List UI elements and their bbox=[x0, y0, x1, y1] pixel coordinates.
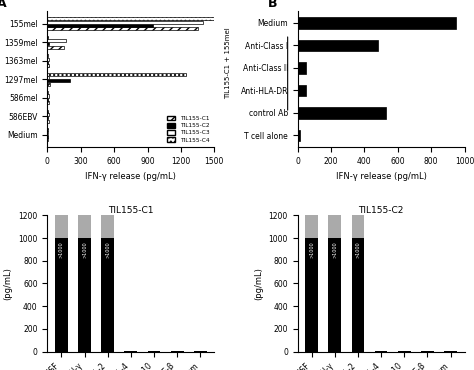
Bar bbox=[147, 351, 160, 352]
Text: >1000: >1000 bbox=[332, 242, 337, 259]
Bar bbox=[421, 351, 434, 352]
Bar bbox=[101, 238, 114, 352]
Bar bbox=[47, 57, 48, 61]
Bar bbox=[47, 79, 70, 83]
Bar bbox=[47, 116, 48, 119]
Bar bbox=[125, 351, 137, 352]
Y-axis label: (pg/mL): (pg/mL) bbox=[254, 267, 263, 300]
Legend: TIL155-C1, TIL155-C2, TIL155-C3, TIL155-C4: TIL155-C1, TIL155-C2, TIL155-C3, TIL155-… bbox=[165, 114, 211, 144]
Bar bbox=[47, 110, 48, 112]
Text: B: B bbox=[268, 0, 277, 10]
Bar bbox=[298, 130, 300, 141]
Bar bbox=[328, 215, 341, 238]
X-axis label: IFN-γ release (pg/mL): IFN-γ release (pg/mL) bbox=[85, 172, 176, 181]
Bar bbox=[47, 73, 186, 76]
Bar bbox=[352, 215, 365, 238]
Bar bbox=[298, 17, 456, 28]
Bar bbox=[47, 138, 48, 141]
Bar bbox=[55, 215, 68, 238]
Bar bbox=[47, 98, 48, 101]
Bar bbox=[47, 94, 48, 98]
Bar bbox=[47, 27, 198, 30]
Bar bbox=[298, 40, 378, 51]
Bar bbox=[47, 128, 48, 131]
Title: TIL155-C1: TIL155-C1 bbox=[108, 206, 154, 215]
Bar bbox=[194, 351, 207, 352]
Bar bbox=[47, 131, 48, 134]
Bar bbox=[47, 76, 48, 79]
Bar bbox=[375, 351, 387, 352]
Bar bbox=[328, 238, 341, 352]
Bar bbox=[47, 39, 66, 42]
Bar bbox=[47, 101, 48, 104]
Bar bbox=[101, 215, 114, 238]
Bar bbox=[47, 36, 48, 39]
Bar bbox=[47, 24, 153, 27]
Bar bbox=[298, 62, 306, 74]
Bar bbox=[298, 107, 386, 118]
Bar bbox=[298, 85, 306, 96]
Bar bbox=[171, 351, 183, 352]
Bar bbox=[47, 83, 50, 86]
Bar bbox=[444, 351, 457, 352]
Title: TIL155-C2: TIL155-C2 bbox=[358, 206, 404, 215]
Y-axis label: (pg/mL): (pg/mL) bbox=[4, 267, 13, 300]
Bar bbox=[47, 43, 48, 46]
Bar bbox=[352, 238, 365, 352]
Text: A: A bbox=[0, 0, 7, 10]
Bar bbox=[47, 21, 203, 24]
Bar bbox=[47, 91, 48, 94]
Bar bbox=[47, 46, 64, 49]
Text: >1000: >1000 bbox=[356, 242, 360, 259]
Bar bbox=[398, 351, 410, 352]
X-axis label: IFN-γ release (pg/mL): IFN-γ release (pg/mL) bbox=[336, 172, 427, 181]
Bar bbox=[305, 238, 318, 352]
Bar bbox=[78, 215, 91, 238]
Bar bbox=[47, 120, 48, 122]
Bar bbox=[47, 17, 214, 20]
Text: >1000: >1000 bbox=[59, 242, 64, 259]
Bar bbox=[47, 135, 48, 138]
Bar bbox=[78, 238, 91, 352]
Bar bbox=[47, 64, 48, 67]
Text: >1000: >1000 bbox=[82, 242, 87, 259]
Bar bbox=[47, 113, 48, 116]
Text: >1000: >1000 bbox=[105, 242, 110, 259]
Bar bbox=[55, 238, 68, 352]
Text: >1000: >1000 bbox=[309, 242, 314, 259]
Bar bbox=[305, 215, 318, 238]
Bar bbox=[47, 54, 48, 57]
Bar bbox=[47, 61, 48, 64]
Text: TIL155-C1 + 155mel: TIL155-C1 + 155mel bbox=[225, 27, 230, 99]
